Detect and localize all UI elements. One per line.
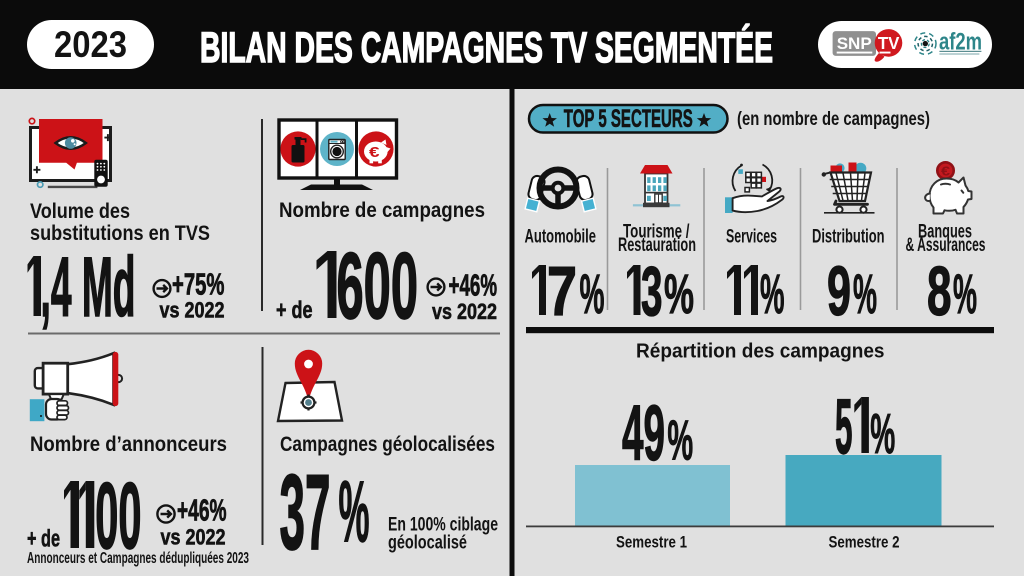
svg-text:Nombre de campagnes: Nombre de campagnes	[279, 198, 485, 222]
svg-text:SNP: SNP	[837, 34, 872, 53]
svg-text:00: 00	[95, 463, 141, 568]
svg-text:Distribution: Distribution	[812, 227, 885, 248]
svg-text:%: %	[580, 262, 605, 325]
svg-text:%: %	[667, 409, 693, 473]
svg-text:TV: TV	[878, 33, 900, 53]
svg-text:+ de: + de	[27, 526, 60, 553]
svg-text:Annonceurs et Campagnes dédupl: Annonceurs et Campagnes dédupliquées 202…	[27, 550, 249, 567]
svg-text:9: 9	[827, 252, 851, 330]
svg-text:vs 2022: vs 2022	[432, 299, 497, 324]
svg-text:%: %	[853, 262, 877, 325]
svg-text:3: 3	[641, 252, 663, 330]
svg-text:%: %	[760, 262, 785, 325]
svg-text:Services: Services	[726, 227, 777, 248]
svg-text:+46%: +46%	[449, 268, 498, 303]
svg-text:substitutions en TVS: substitutions en TVS	[30, 221, 210, 245]
svg-text:vs 2022: vs 2022	[161, 525, 226, 550]
svg-text:vs 2022: vs 2022	[160, 298, 225, 323]
svg-text:Banques: Banques	[918, 222, 972, 243]
svg-text:Semestre 2: Semestre 2	[829, 533, 900, 552]
svg-text:(en nombre de campagnes): (en nombre de campagnes)	[737, 109, 930, 130]
svg-text:Répartition des campagnes: Répartition des campagnes	[636, 340, 885, 363]
svg-text:BILAN DES CAMPAGNES TV SEGMENT: BILAN DES CAMPAGNES TV SEGMENTÉE	[200, 24, 773, 72]
svg-text:Nombre d’annonceurs: Nombre d’annonceurs	[30, 432, 227, 456]
svg-text:,4 Md: ,4 Md	[41, 240, 136, 334]
svg-text:7: 7	[547, 252, 577, 330]
svg-text:600: 600	[337, 233, 419, 338]
svg-text:49: 49	[622, 389, 665, 477]
svg-text:€: €	[941, 165, 950, 179]
svg-text:géolocalisé: géolocalisé	[388, 533, 467, 554]
svg-text:TOP 5 SECTEURS: TOP 5 SECTEURS	[564, 105, 693, 133]
svg-text:+46%: +46%	[177, 493, 227, 528]
svg-text:5: 5	[835, 382, 853, 470]
svg-text:Volume des: Volume des	[30, 199, 130, 223]
svg-text:Tourisme /: Tourisme /	[623, 222, 690, 243]
svg-text:& Assurances: & Assurances	[906, 235, 986, 256]
svg-text:€: €	[369, 145, 380, 161]
svg-text:%: %	[953, 262, 977, 325]
svg-text:%: %	[339, 465, 370, 561]
svg-text:8: 8	[927, 252, 952, 330]
svg-text:Restauration: Restauration	[618, 235, 696, 256]
svg-text:+ de: + de	[276, 297, 313, 324]
svg-text:Automobile: Automobile	[525, 227, 597, 248]
svg-text:2023: 2023	[54, 24, 127, 65]
svg-text:+75%: +75%	[172, 267, 224, 302]
svg-text:Campagnes géolocalisées: Campagnes géolocalisées	[280, 432, 495, 456]
svg-text:Semestre 1: Semestre 1	[616, 533, 687, 552]
svg-text:En 100% ciblage: En 100% ciblage	[388, 515, 498, 536]
svg-text:%: %	[664, 262, 694, 325]
svg-text:37: 37	[280, 452, 331, 572]
